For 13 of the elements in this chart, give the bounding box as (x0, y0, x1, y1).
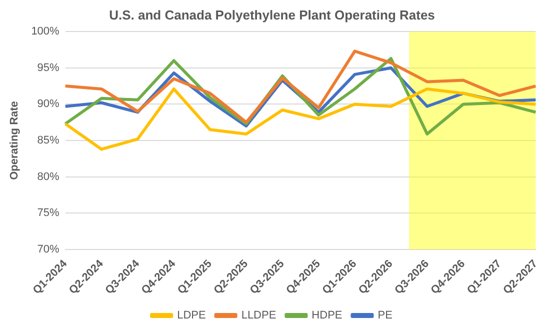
y-tick-label: 90% (37, 98, 60, 110)
legend-label: LDPE (177, 310, 206, 322)
y-tick-label: 100% (31, 26, 60, 38)
y-tick-label: 85% (37, 134, 60, 147)
y-tick-label: 75% (37, 207, 60, 220)
y-tick-label: 80% (37, 170, 60, 183)
y-tick-label: 95% (37, 62, 60, 74)
y-axis-title: Operating Rate (8, 101, 21, 180)
legend-label: HDPE (312, 310, 342, 322)
y-tick-label: 70% (37, 243, 60, 256)
chart-title: U.S. and Canada Polyethylene Plant Operating Rates (109, 7, 435, 22)
legend-label: LLDPE (241, 310, 276, 322)
legend-label: PE (378, 310, 392, 322)
